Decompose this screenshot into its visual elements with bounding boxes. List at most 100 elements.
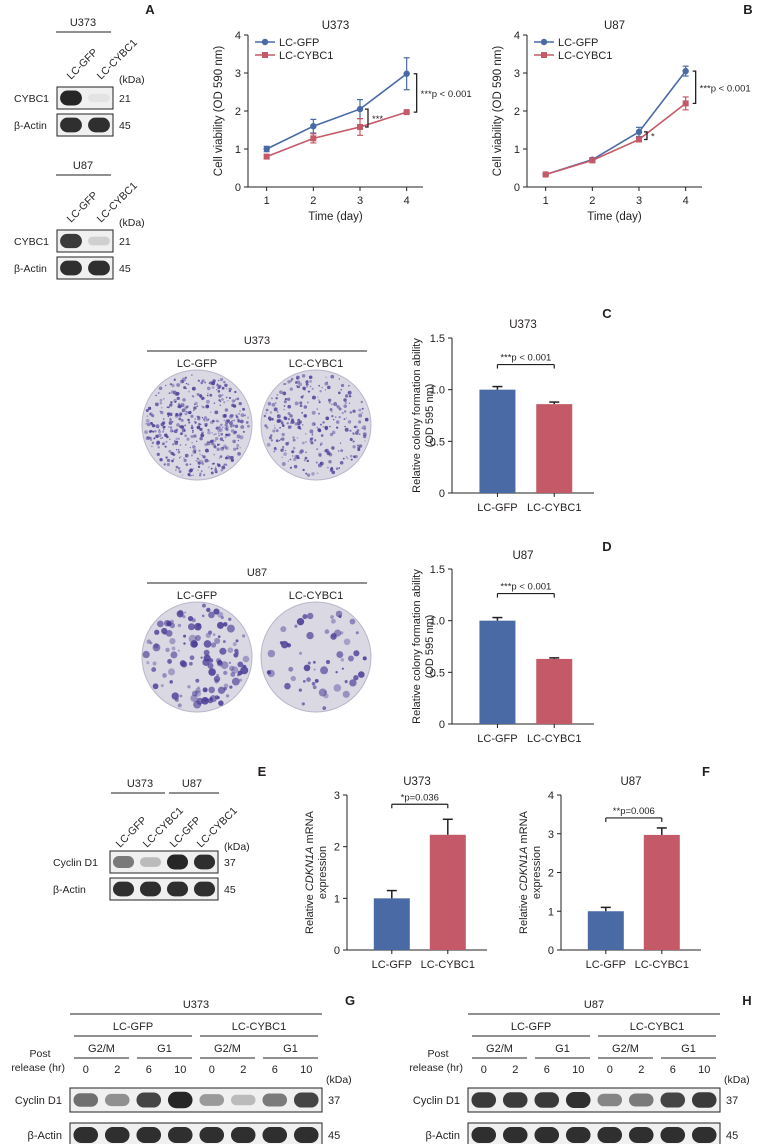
colony-dot — [201, 379, 204, 382]
blot-a-kda-header: (kDa) — [119, 217, 145, 229]
colony-dot — [210, 471, 214, 475]
colony-dot — [208, 668, 216, 676]
colony-dot — [201, 603, 206, 608]
colony-dot — [216, 443, 220, 447]
blot-band — [193, 881, 216, 897]
colony-dot — [193, 409, 195, 412]
colony-dot — [215, 419, 219, 423]
colony-dot — [168, 421, 173, 425]
colony-dot — [316, 472, 319, 474]
bar-lc-gfp — [479, 620, 516, 724]
colony-dot — [150, 429, 153, 433]
colony-dot — [320, 423, 322, 426]
blot-post-release-label: release (hr) — [409, 1062, 463, 1074]
colony-dot — [171, 692, 179, 700]
colony-dot — [191, 386, 196, 391]
colony-dot — [335, 610, 343, 618]
colony-dot — [274, 427, 276, 429]
colony-dot — [318, 399, 320, 401]
colony-dot — [331, 446, 335, 450]
colony-dot — [266, 670, 272, 675]
colony-dot — [213, 445, 217, 449]
colony-dot — [171, 430, 174, 433]
panel-b-u373-viability-chart: U373 0 1 2 3 4 1 2 3 4 Time (day) Cell viability (O… — [213, 20, 472, 223]
blot-band — [136, 1092, 162, 1108]
colony-dot — [145, 436, 150, 441]
colony-dot — [190, 426, 194, 430]
colony-dot — [237, 670, 243, 676]
colony-dot — [271, 417, 274, 421]
colony-dot — [197, 461, 201, 465]
colony-dot — [353, 425, 356, 429]
colony-dot — [211, 442, 215, 445]
colony-dot — [287, 404, 292, 409]
colony-dot — [349, 618, 356, 625]
colony-dot — [331, 618, 336, 624]
colony-dot — [157, 446, 160, 449]
colony-dot — [171, 383, 175, 388]
colony-dot — [193, 448, 197, 452]
colony-dot — [187, 685, 191, 689]
colony-dot — [228, 396, 232, 400]
colony-dot — [277, 414, 280, 417]
colony-dot — [292, 436, 295, 439]
blot-time-label: 10 — [572, 1064, 584, 1076]
colony-dot — [179, 444, 182, 446]
culture-plate — [141, 369, 253, 481]
data-point — [263, 153, 270, 160]
blot-band — [628, 1127, 654, 1143]
colony-dot — [206, 394, 209, 397]
y-axis-label-part: mRNA — [518, 810, 530, 846]
colony-dot — [163, 631, 167, 636]
colony-dot — [179, 456, 182, 458]
panel-g-u373-release-blot: U373 LC-GFP LC-CYBC1 G2/M G1 G2/M G1 Post releas… — [11, 999, 352, 1144]
colony-dot — [224, 383, 228, 388]
colony-dot — [215, 426, 219, 430]
series-line-lc-cybc1 — [266, 111, 407, 158]
blot-band — [88, 93, 110, 103]
colony-dot — [196, 460, 199, 462]
culture-plate — [260, 601, 372, 713]
colony-dot — [229, 665, 235, 672]
colony-dot — [287, 460, 290, 462]
blot-kda-value: 37 — [328, 1095, 340, 1107]
colony-dot — [228, 387, 232, 391]
colony-dot — [342, 457, 345, 460]
colony-dot — [291, 455, 294, 457]
blot-post-release-label: Post — [427, 1048, 448, 1060]
colony-dot — [226, 464, 228, 466]
colony-dot — [303, 414, 308, 418]
colony-dot — [348, 384, 350, 387]
panel-c-colony-images: U373 LC-GFP LC-CYBC1 — [141, 335, 372, 481]
colony-dot — [223, 401, 226, 404]
colony-dot — [352, 445, 356, 449]
colony-dot — [296, 437, 299, 439]
colony-dot — [219, 400, 222, 403]
colony-dot — [287, 380, 291, 384]
colony-dot — [184, 376, 187, 379]
blot-kda-header: (kDa) — [724, 1074, 750, 1086]
colony-dot — [150, 422, 153, 425]
colony-dot — [307, 661, 311, 665]
blot-a-protein-label: CYBC1 — [14, 236, 49, 248]
colony-dot — [215, 466, 217, 468]
y-tick-label: 1 — [548, 906, 554, 918]
colony-dot — [188, 410, 192, 414]
colony-dot — [231, 666, 239, 674]
bar-lc-cybc1 — [536, 404, 573, 493]
blot-protein-label: β-Actin — [28, 1130, 62, 1142]
colony-dot — [156, 442, 160, 446]
colony-dot — [175, 469, 177, 471]
colony-dot — [222, 439, 225, 442]
y-axis-label-part: Relative — [518, 891, 530, 934]
colony-dot — [238, 401, 242, 406]
colony-dot — [210, 467, 213, 470]
sig-annotation: ***p < 0.001 — [500, 353, 551, 364]
colony-dot — [294, 401, 299, 406]
sig-annotation: ***p < 0.001 — [700, 83, 751, 94]
data-point — [403, 109, 410, 116]
blot-band — [73, 1127, 99, 1143]
colony-dot — [298, 651, 303, 655]
y-tick-label: 0 — [439, 488, 445, 500]
colony-dot — [342, 690, 350, 698]
